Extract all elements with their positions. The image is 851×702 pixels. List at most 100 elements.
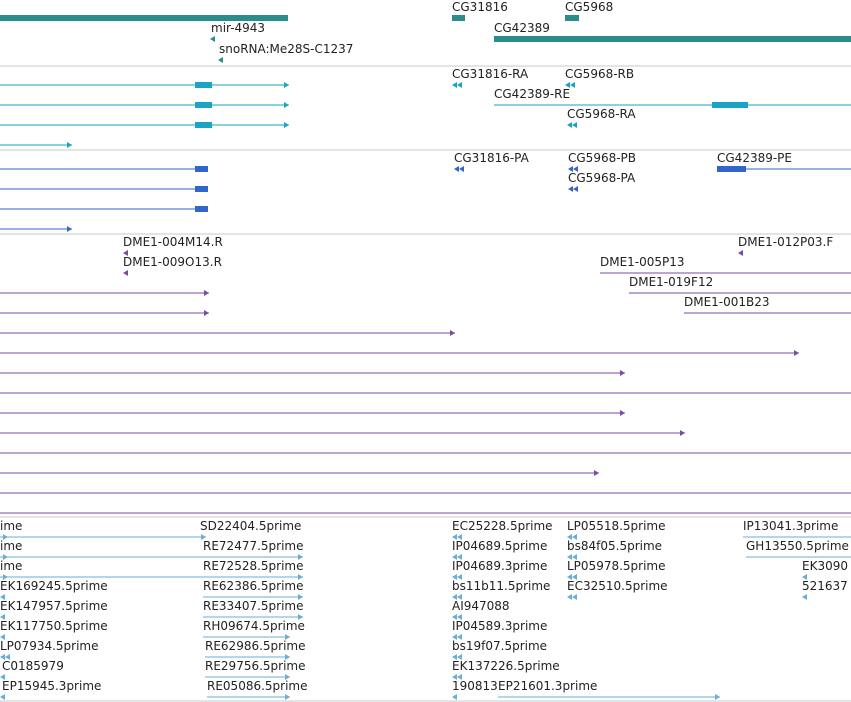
feature-ests[interactable]: RE72528.5prime xyxy=(0,559,304,580)
feature-clones[interactable]: DME1-005P13 xyxy=(600,255,851,274)
feature-transcripts[interactable]: CG31816-RA xyxy=(452,67,529,88)
feature-ests[interactable]: IP04689.5prime xyxy=(452,539,547,560)
feature-ests[interactable]: RE72477.5prime xyxy=(0,539,304,560)
feature-tick[interactable] xyxy=(0,594,5,600)
feature-tick[interactable] xyxy=(210,36,215,42)
feature-arrow[interactable] xyxy=(285,674,290,680)
feature-ests[interactable]: RE05086.5prime xyxy=(207,679,308,700)
feature-transcripts[interactable]: CG5968-RA xyxy=(567,107,636,128)
feature-tick[interactable] xyxy=(567,122,572,128)
feature-clones[interactable] xyxy=(0,350,799,356)
feature-arrow[interactable] xyxy=(715,694,720,700)
feature-tick[interactable] xyxy=(457,574,462,580)
feature-arrow[interactable] xyxy=(284,102,289,108)
feature-tick[interactable] xyxy=(572,594,577,600)
feature-genes[interactable] xyxy=(0,15,288,21)
feature-clones[interactable] xyxy=(0,290,209,296)
feature-arrow[interactable] xyxy=(298,574,303,580)
feature-clones[interactable]: DME1-001B23 xyxy=(684,295,851,314)
feature-ests[interactable]: RH09674.5prime xyxy=(203,619,305,640)
feature-clones[interactable]: DME1-004M14.R xyxy=(123,235,223,256)
feature-proteins[interactable]: CG5968-PB xyxy=(568,151,636,172)
feature-tick[interactable] xyxy=(0,694,5,700)
feature-tick[interactable] xyxy=(572,554,577,560)
feature-box[interactable] xyxy=(195,102,212,108)
feature-ests[interactable]: 521637 xyxy=(802,579,848,600)
feature-arrow[interactable] xyxy=(284,122,289,128)
feature-clones[interactable]: DME1-019F12 xyxy=(629,275,851,294)
feature-transcripts[interactable]: CG5968-RB xyxy=(565,67,634,88)
feature-tick[interactable] xyxy=(0,654,5,660)
feature-ests[interactable]: GH13550.5prime xyxy=(746,539,851,558)
feature-transcripts[interactable] xyxy=(0,82,289,88)
feature-bar[interactable] xyxy=(0,15,288,21)
feature-tick[interactable] xyxy=(0,634,5,640)
feature-transcripts[interactable] xyxy=(0,122,289,128)
feature-tick[interactable] xyxy=(123,250,128,256)
feature-tick[interactable] xyxy=(565,82,570,88)
feature-ests[interactable]: 190813 xyxy=(452,679,498,700)
feature-tick[interactable] xyxy=(573,186,578,192)
feature-arrow[interactable] xyxy=(298,594,303,600)
feature-tick[interactable] xyxy=(452,634,457,640)
feature-tick[interactable] xyxy=(567,574,572,580)
feature-arrow[interactable] xyxy=(203,206,208,212)
feature-tick[interactable] xyxy=(568,186,573,192)
feature-genes[interactable]: CG31816 xyxy=(452,0,508,21)
feature-tick[interactable] xyxy=(452,614,457,620)
feature-clones[interactable]: DME1-009O13.R xyxy=(123,255,222,276)
feature-ests[interactable]: EK3090 xyxy=(802,559,848,580)
feature-tick[interactable] xyxy=(452,574,457,580)
feature-tick[interactable] xyxy=(452,674,457,680)
feature-arrow[interactable] xyxy=(204,290,209,296)
feature-ests[interactable]: IP13041.3prime xyxy=(743,519,851,538)
feature-tick[interactable] xyxy=(457,634,462,640)
feature-tick[interactable] xyxy=(567,554,572,560)
feature-ests[interactable]: IP04689.3prime xyxy=(452,559,547,580)
feature-tick[interactable] xyxy=(452,554,457,560)
feature-tick[interactable] xyxy=(457,674,462,680)
feature-arrow[interactable] xyxy=(67,142,72,148)
feature-box[interactable] xyxy=(195,186,208,192)
feature-tick[interactable] xyxy=(0,674,5,680)
feature-tick[interactable] xyxy=(572,122,577,128)
feature-transcripts[interactable] xyxy=(0,102,289,108)
feature-arrow[interactable] xyxy=(203,166,208,172)
feature-arrow[interactable] xyxy=(204,310,209,316)
feature-ests[interactable]: EC25228.5prime xyxy=(452,519,553,540)
feature-ests[interactable]: SD22404.5prime xyxy=(0,519,301,540)
feature-tick[interactable] xyxy=(457,534,462,540)
feature-ests[interactable]: EP15945.3prime xyxy=(0,679,101,700)
feature-tick[interactable] xyxy=(573,166,578,172)
feature-tick[interactable] xyxy=(567,594,572,600)
feature-ests[interactable]: EK169245.5prime xyxy=(0,579,108,600)
feature-arrow[interactable] xyxy=(620,370,625,376)
feature-tick[interactable] xyxy=(452,82,457,88)
feature-box[interactable] xyxy=(195,122,212,128)
feature-proteins[interactable] xyxy=(0,186,208,192)
feature-clones[interactable] xyxy=(0,330,455,336)
feature-ests[interactable]: RE62386.5prime xyxy=(203,579,304,600)
feature-ests[interactable]: bs11b11.5prime xyxy=(452,579,550,600)
feature-box[interactable] xyxy=(717,166,746,172)
feature-tick[interactable] xyxy=(738,250,743,256)
feature-arrow[interactable] xyxy=(594,470,599,476)
feature-tick[interactable] xyxy=(457,82,462,88)
feature-tick[interactable] xyxy=(457,654,462,660)
feature-ests[interactable]: RE29756.5prime xyxy=(205,659,306,680)
feature-ests[interactable]: IP04589.3prime xyxy=(452,619,547,640)
feature-bar[interactable] xyxy=(494,36,851,42)
feature-tick[interactable] xyxy=(5,654,10,660)
feature-tick[interactable] xyxy=(457,614,462,620)
feature-ests[interactable]: EK117750.5prime xyxy=(0,619,108,640)
feature-tick[interactable] xyxy=(452,654,457,660)
feature-tick[interactable] xyxy=(572,534,577,540)
feature-ests[interactable]: LP05518.5prime xyxy=(567,519,666,540)
feature-ests[interactable]: AI947088 xyxy=(452,599,510,620)
feature-arrow[interactable] xyxy=(620,410,625,416)
feature-arrow[interactable] xyxy=(794,350,799,356)
feature-box[interactable] xyxy=(195,206,208,212)
feature-tick[interactable] xyxy=(452,694,457,700)
feature-ests[interactable]: bs19f07.5prime xyxy=(452,639,547,660)
feature-arrow[interactable] xyxy=(298,614,303,620)
